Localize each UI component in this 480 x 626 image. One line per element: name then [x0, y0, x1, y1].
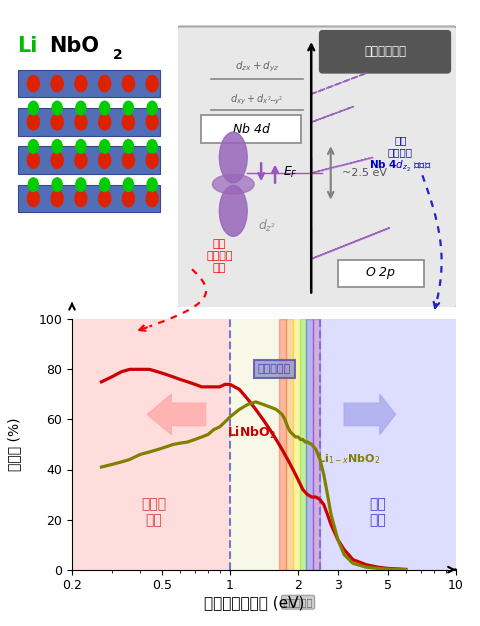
Circle shape: [146, 190, 158, 207]
Circle shape: [122, 76, 134, 91]
Circle shape: [123, 178, 133, 192]
Text: Nb 4$d$: Nb 4$d$: [232, 122, 271, 136]
Text: 紫外
領域: 紫外 領域: [369, 497, 386, 527]
Text: $d_{z^2}$: $d_{z^2}$: [258, 218, 276, 234]
FancyBboxPatch shape: [201, 115, 301, 143]
Circle shape: [76, 140, 86, 153]
Text: $E_F$: $E_F$: [283, 165, 299, 180]
Circle shape: [51, 190, 63, 207]
Bar: [286, 319, 293, 570]
Text: NbO: NbO: [49, 36, 99, 56]
Text: $d_{zx}+d_{yz}$: $d_{zx}+d_{yz}$: [235, 60, 279, 74]
Circle shape: [147, 178, 157, 192]
Bar: [300, 319, 306, 570]
Circle shape: [27, 114, 39, 130]
FancyBboxPatch shape: [338, 260, 424, 287]
Circle shape: [146, 76, 158, 91]
Circle shape: [146, 114, 158, 130]
FancyBboxPatch shape: [320, 31, 450, 73]
Circle shape: [98, 152, 111, 168]
FancyBboxPatch shape: [18, 185, 160, 212]
FancyBboxPatch shape: [18, 69, 160, 98]
Bar: [72, 319, 230, 570]
Circle shape: [98, 114, 111, 130]
Bar: [313, 319, 320, 570]
Circle shape: [98, 76, 111, 91]
Circle shape: [27, 76, 39, 91]
Text: 近赤外
領域: 近赤外 領域: [141, 497, 166, 527]
Circle shape: [122, 190, 134, 207]
Circle shape: [147, 140, 157, 153]
Text: 強く
孤立した
Nb 4$d_{z_2}$ バンド: 強く 孤立した Nb 4$d_{z_2}$ バンド: [369, 135, 432, 174]
Circle shape: [27, 152, 39, 168]
Circle shape: [123, 140, 133, 153]
Circle shape: [146, 152, 158, 168]
Circle shape: [28, 178, 38, 192]
Text: 2: 2: [113, 48, 122, 63]
FancyArrow shape: [344, 394, 396, 434]
Bar: [279, 319, 286, 570]
Circle shape: [75, 190, 87, 207]
Circle shape: [99, 140, 110, 153]
Text: 強く
相関した
電子: 強く 相関した 電子: [206, 239, 233, 273]
Text: Li$_{1-x}$NbO$_2$: Li$_{1-x}$NbO$_2$: [317, 452, 380, 466]
Text: エネルギー図: エネルギー図: [364, 45, 406, 58]
Text: Li: Li: [18, 36, 38, 56]
Text: ~2.5 eV: ~2.5 eV: [342, 168, 387, 178]
Circle shape: [27, 190, 39, 207]
Text: $d_{xy}+d_{x^2\!\!-\!\!y^2}$: $d_{xy}+d_{x^2\!\!-\!\!y^2}$: [230, 93, 284, 107]
Circle shape: [147, 101, 157, 115]
Bar: [293, 319, 300, 570]
Text: 可視光領域: 可視光領域: [283, 597, 312, 607]
Circle shape: [122, 114, 134, 130]
Bar: [230, 319, 320, 570]
Circle shape: [52, 140, 62, 153]
Circle shape: [122, 152, 134, 168]
Text: 透過率 (%): 透過率 (%): [7, 418, 22, 471]
Circle shape: [52, 178, 62, 192]
Circle shape: [99, 101, 110, 115]
Circle shape: [75, 114, 87, 130]
Circle shape: [76, 178, 86, 192]
Circle shape: [76, 101, 86, 115]
FancyArrow shape: [147, 394, 205, 434]
Circle shape: [51, 152, 63, 168]
Circle shape: [99, 178, 110, 192]
Ellipse shape: [219, 132, 247, 183]
Text: 透明な領域: 透明な領域: [258, 364, 291, 374]
Ellipse shape: [219, 186, 247, 237]
Bar: [320, 319, 456, 570]
Circle shape: [28, 101, 38, 115]
Circle shape: [75, 76, 87, 91]
Bar: [306, 319, 313, 570]
FancyBboxPatch shape: [18, 146, 160, 174]
FancyBboxPatch shape: [176, 26, 457, 308]
Circle shape: [98, 190, 111, 207]
Circle shape: [75, 152, 87, 168]
Ellipse shape: [212, 174, 254, 194]
Text: O 2$p$: O 2$p$: [365, 265, 396, 282]
Circle shape: [52, 101, 62, 115]
Circle shape: [123, 101, 133, 115]
Circle shape: [51, 114, 63, 130]
FancyBboxPatch shape: [18, 108, 160, 136]
Text: LiNbO$_2$: LiNbO$_2$: [228, 425, 276, 441]
Text: 光のエネルギー (eV): 光のエネルギー (eV): [204, 595, 305, 610]
Circle shape: [28, 140, 38, 153]
Circle shape: [51, 76, 63, 91]
